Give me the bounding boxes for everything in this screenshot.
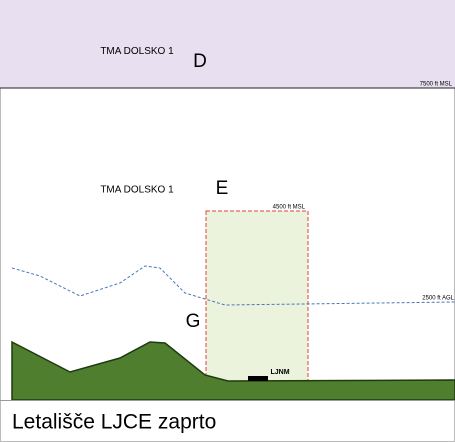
class-d-band	[0, 0, 455, 88]
upper-limit-g: 2500 ft AGL	[422, 296, 454, 302]
zone-name-d: TMA DOLSKO 1	[100, 46, 174, 57]
zone-name: TMA DOLSKO 1	[100, 46, 174, 57]
zone-class-g: G	[186, 311, 201, 332]
class-g-ceiling	[11, 265, 455, 306]
caption: Letališče LJCE zaprto	[12, 411, 216, 434]
upper-limit-d: 7500 ft MSL	[420, 82, 453, 88]
zone-class-e: E	[216, 178, 229, 199]
zone-name-e: TMA DOLSKO 1	[100, 185, 174, 196]
airfield-label: LJNM	[270, 369, 289, 376]
runway	[248, 376, 268, 381]
zone-class-d: D	[193, 51, 207, 72]
atz-box	[205, 210, 309, 382]
upper-limit-e: 4500 ft MSL	[273, 205, 306, 211]
